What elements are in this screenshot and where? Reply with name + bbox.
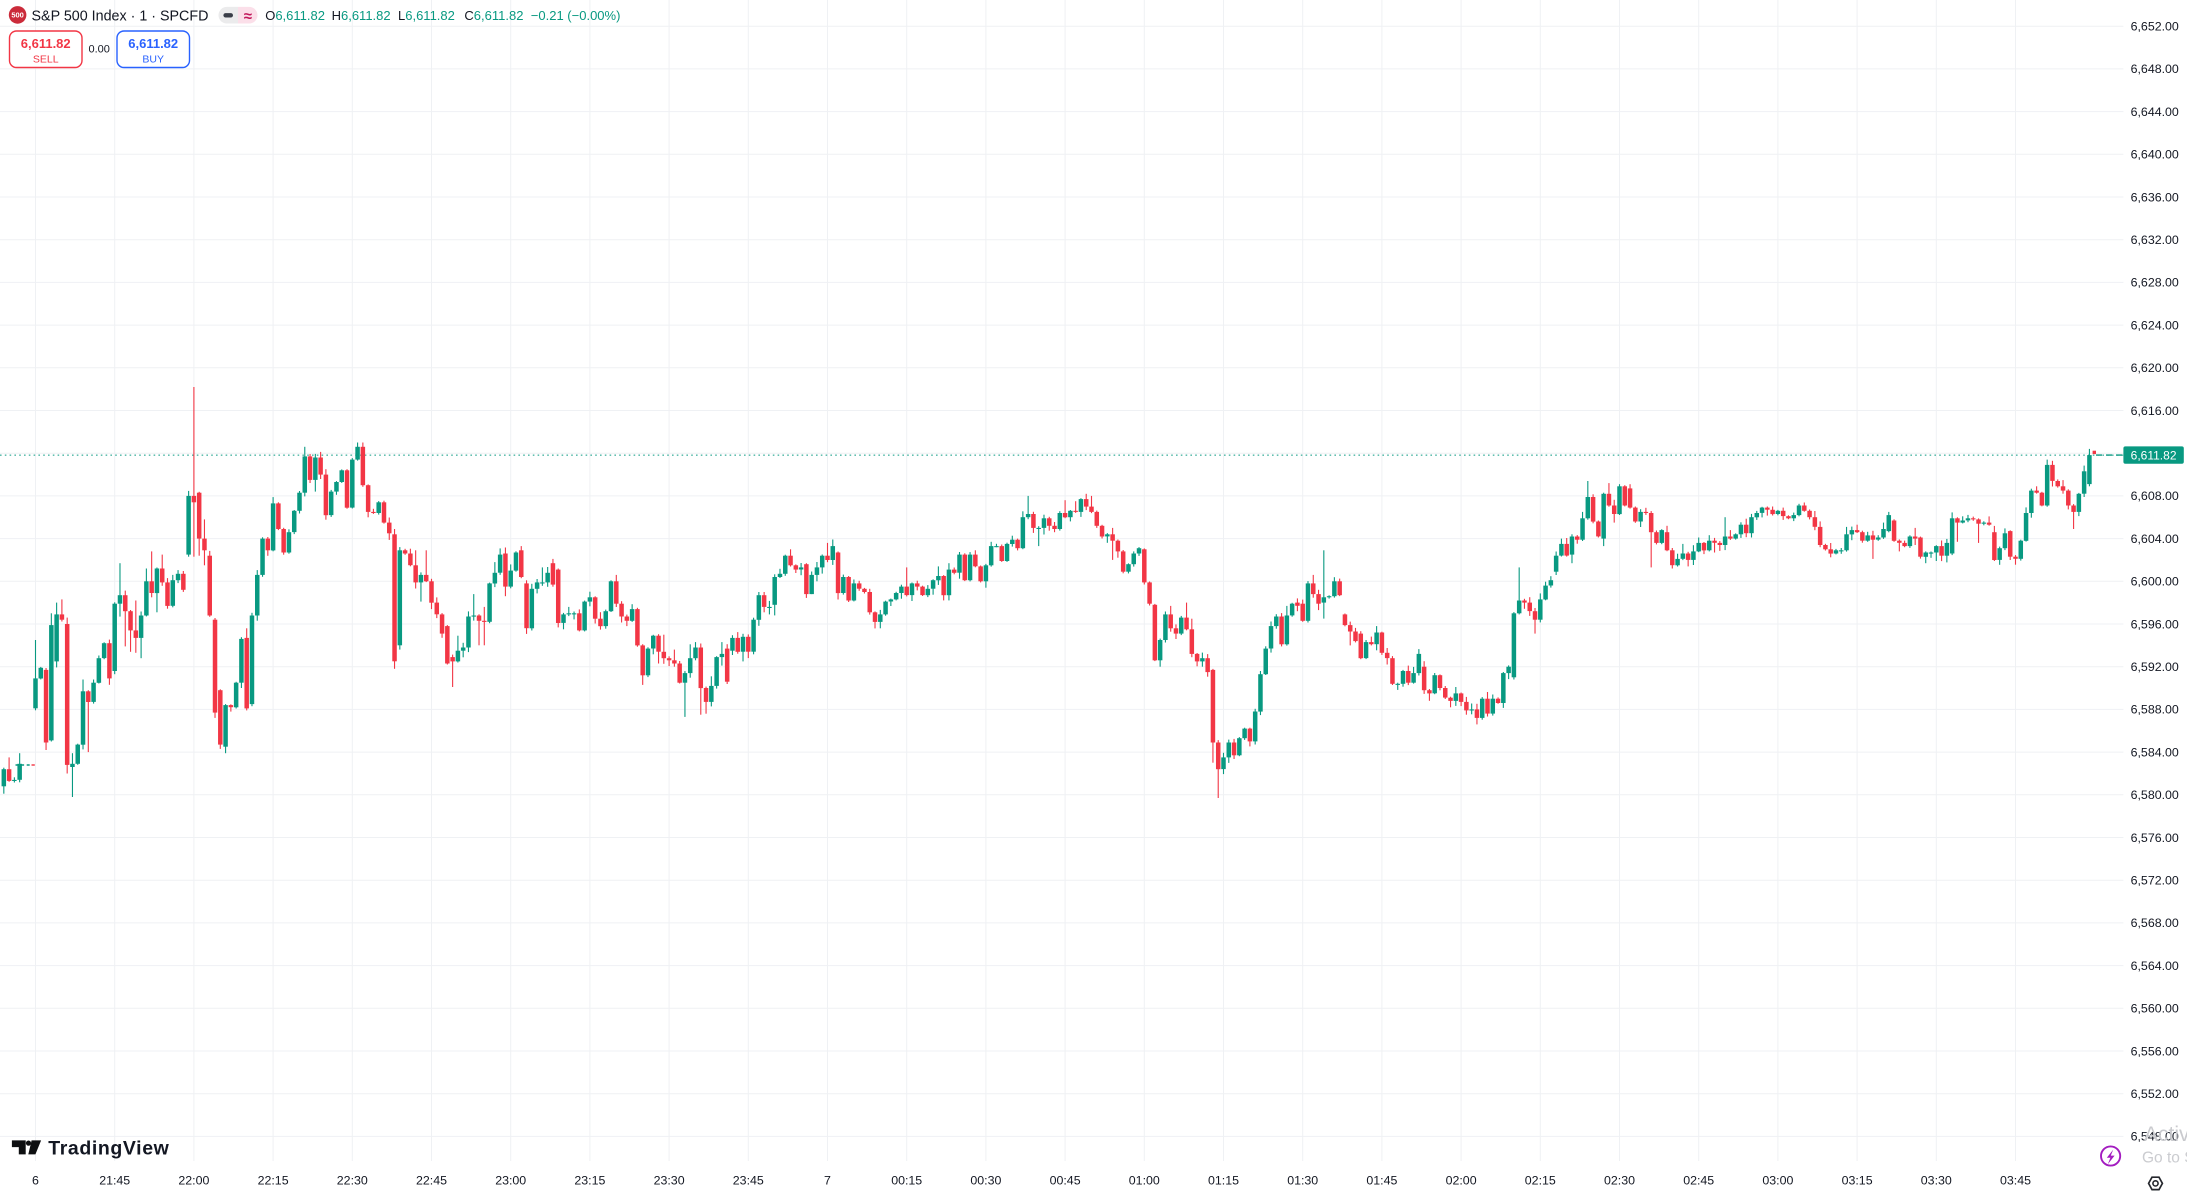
svg-text:02:45: 02:45 bbox=[1683, 1174, 1714, 1188]
svg-text:03:45: 03:45 bbox=[2000, 1174, 2031, 1188]
svg-text:6,620.00: 6,620.00 bbox=[2131, 361, 2179, 375]
svg-text:6,636.00: 6,636.00 bbox=[2131, 190, 2179, 204]
svg-text:6: 6 bbox=[32, 1174, 39, 1188]
svg-text:22:00: 22:00 bbox=[178, 1174, 209, 1188]
svg-text:6,568.00: 6,568.00 bbox=[2131, 916, 2179, 930]
svg-text:02:00: 02:00 bbox=[1446, 1174, 1477, 1188]
svg-text:6,632.00: 6,632.00 bbox=[2131, 233, 2179, 247]
svg-text:6,604.00: 6,604.00 bbox=[2131, 532, 2179, 546]
svg-text:≈: ≈ bbox=[244, 8, 252, 25]
svg-text:O6,611.82: O6,611.82 bbox=[265, 8, 325, 23]
svg-text:6,556.00: 6,556.00 bbox=[2131, 1044, 2179, 1058]
svg-text:00:30: 00:30 bbox=[970, 1174, 1001, 1188]
svg-text:6,608.00: 6,608.00 bbox=[2131, 489, 2179, 503]
svg-text:500: 500 bbox=[11, 11, 24, 20]
svg-text:02:15: 02:15 bbox=[1525, 1174, 1556, 1188]
svg-text:6,648.00: 6,648.00 bbox=[2131, 62, 2179, 76]
svg-text:6,552.00: 6,552.00 bbox=[2131, 1087, 2179, 1101]
svg-text:BUY: BUY bbox=[142, 54, 164, 66]
svg-text:6,596.00: 6,596.00 bbox=[2131, 617, 2179, 631]
svg-text:−0.21 (−0.00%): −0.21 (−0.00%) bbox=[531, 8, 621, 23]
svg-text:03:30: 03:30 bbox=[1921, 1174, 1952, 1188]
svg-text:02:30: 02:30 bbox=[1604, 1174, 1635, 1188]
svg-text:01:15: 01:15 bbox=[1208, 1174, 1239, 1188]
svg-text:Go to Settin: Go to Settin bbox=[2142, 1150, 2187, 1167]
svg-text:23:45: 23:45 bbox=[733, 1174, 764, 1188]
svg-text:6,600.00: 6,600.00 bbox=[2131, 575, 2179, 589]
svg-text:6,560.00: 6,560.00 bbox=[2131, 1002, 2179, 1016]
svg-text:6,588.00: 6,588.00 bbox=[2131, 703, 2179, 717]
svg-text:6,640.00: 6,640.00 bbox=[2131, 148, 2179, 162]
svg-text:TradingView: TradingView bbox=[48, 1138, 169, 1160]
svg-text:03:15: 03:15 bbox=[1842, 1174, 1873, 1188]
svg-text:6,628.00: 6,628.00 bbox=[2131, 276, 2179, 290]
svg-text:S&P 500 Index · 1 · SPCFD: S&P 500 Index · 1 · SPCFD bbox=[32, 8, 209, 24]
svg-text:22:15: 22:15 bbox=[258, 1174, 289, 1188]
svg-text:00:45: 00:45 bbox=[1050, 1174, 1081, 1188]
svg-text:SELL: SELL bbox=[33, 54, 59, 66]
svg-text:23:15: 23:15 bbox=[574, 1174, 605, 1188]
svg-text:01:30: 01:30 bbox=[1287, 1174, 1318, 1188]
svg-text:01:45: 01:45 bbox=[1366, 1174, 1397, 1188]
svg-text:22:30: 22:30 bbox=[337, 1174, 368, 1188]
svg-text:6,644.00: 6,644.00 bbox=[2131, 105, 2179, 119]
svg-text:6,576.00: 6,576.00 bbox=[2131, 831, 2179, 845]
svg-text:H6,611.82: H6,611.82 bbox=[332, 8, 391, 23]
svg-text:L6,611.82: L6,611.82 bbox=[398, 8, 455, 23]
svg-text:6,616.00: 6,616.00 bbox=[2131, 404, 2179, 418]
svg-text:6,584.00: 6,584.00 bbox=[2131, 745, 2179, 759]
svg-text:6,624.00: 6,624.00 bbox=[2131, 318, 2179, 332]
svg-text:6,548.00: 6,548.00 bbox=[2131, 1130, 2179, 1144]
svg-text:6,611.82: 6,611.82 bbox=[128, 36, 178, 51]
svg-text:Activate Win: Activate Win bbox=[2144, 1123, 2187, 1146]
svg-text:22:45: 22:45 bbox=[416, 1174, 447, 1188]
svg-text:00:15: 00:15 bbox=[891, 1174, 922, 1188]
svg-text:23:30: 23:30 bbox=[654, 1174, 685, 1188]
svg-text:6,564.00: 6,564.00 bbox=[2131, 959, 2179, 973]
svg-text:6,652.00: 6,652.00 bbox=[2131, 20, 2179, 34]
svg-text:7: 7 bbox=[824, 1174, 831, 1188]
svg-text:21:45: 21:45 bbox=[99, 1174, 130, 1188]
svg-text:23:00: 23:00 bbox=[495, 1174, 526, 1188]
svg-text:C6,611.82: C6,611.82 bbox=[464, 8, 523, 23]
svg-text:01:00: 01:00 bbox=[1129, 1174, 1160, 1188]
svg-text:6,580.00: 6,580.00 bbox=[2131, 788, 2179, 802]
svg-text:6,611.82: 6,611.82 bbox=[2131, 449, 2177, 463]
svg-text:6,592.00: 6,592.00 bbox=[2131, 660, 2179, 674]
svg-text:03:00: 03:00 bbox=[1762, 1174, 1793, 1188]
svg-text:6,611.82: 6,611.82 bbox=[21, 36, 71, 51]
svg-text:6,572.00: 6,572.00 bbox=[2131, 874, 2179, 888]
svg-text:0.00: 0.00 bbox=[88, 44, 109, 56]
